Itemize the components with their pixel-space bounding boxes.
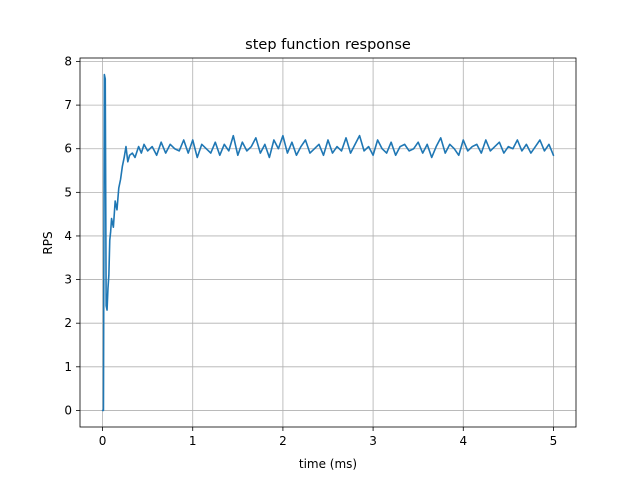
ticks: 0 1 2 3 4 5 0 1 2 3 4 5 6 7 8 (64, 54, 557, 448)
x-tick-label: 5 (550, 434, 558, 448)
x-axis-label: time (ms) (299, 457, 357, 471)
y-tick-label: 2 (64, 316, 72, 330)
y-tick-label: 3 (64, 273, 72, 287)
x-tick-label: 1 (189, 434, 197, 448)
plot-frame (79, 57, 577, 428)
y-tick-label: 6 (64, 142, 72, 156)
y-tick-label: 7 (64, 98, 72, 112)
series-layer (101, 73, 555, 412)
x-tick-label: 2 (279, 434, 287, 448)
x-tick-label: 3 (369, 434, 377, 448)
grid (80, 58, 576, 427)
y-tick-label: 0 (64, 403, 72, 417)
y-tick-label: 8 (64, 54, 72, 68)
x-tick-label: 4 (459, 434, 467, 448)
x-tick-label: 0 (99, 434, 107, 448)
y-axis-label: RPS (41, 231, 55, 254)
y-tick-label: 5 (64, 185, 72, 199)
series-line (101, 73, 555, 412)
chart-title: step function response (245, 37, 411, 53)
y-tick-label: 1 (64, 360, 72, 374)
y-tick-label: 4 (64, 229, 72, 243)
